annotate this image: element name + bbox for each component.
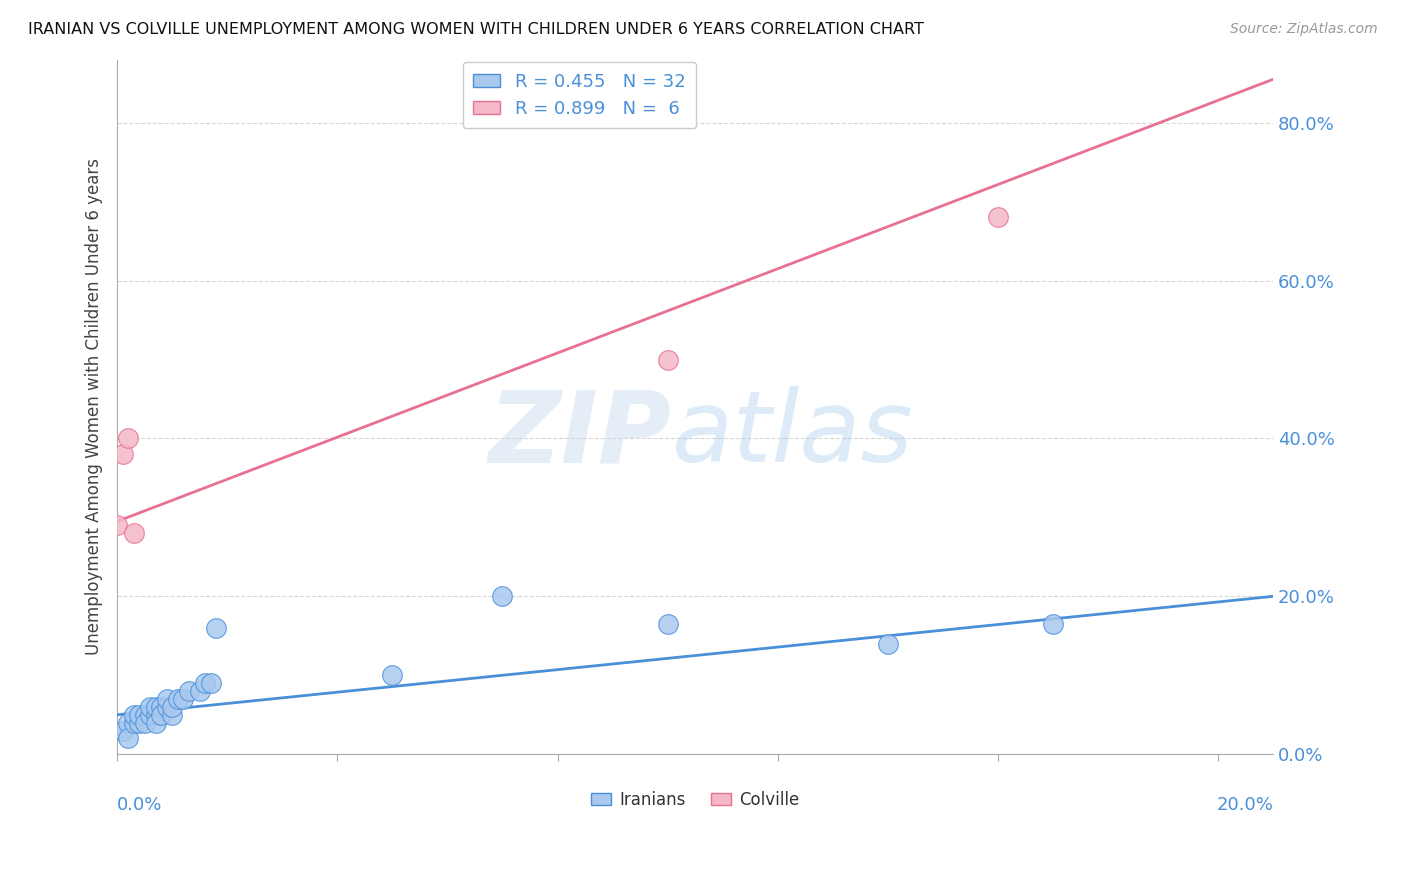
Text: 0.0%: 0.0% (117, 796, 163, 814)
Point (117, 731, 139, 746)
Point (657, 617, 679, 632)
Point (156, 692, 179, 706)
Point (139, 699, 162, 714)
Point (134, 715, 156, 730)
Point (128, 715, 150, 730)
Point (205, 621, 228, 635)
Point (194, 676, 217, 690)
Point (150, 699, 173, 714)
Text: ZIP: ZIP (489, 386, 672, 483)
Point (117, 715, 139, 730)
Point (122, 715, 145, 730)
Point (117, 432, 139, 446)
Point (491, 590, 513, 604)
Point (1042, 617, 1064, 632)
Point (188, 684, 211, 698)
Point (876, 637, 898, 651)
Text: IRANIAN VS COLVILLE UNEMPLOYMENT AMONG WOMEN WITH CHILDREN UNDER 6 YEARS CORRELA: IRANIAN VS COLVILLE UNEMPLOYMENT AMONG W… (28, 22, 924, 37)
Point (166, 692, 188, 706)
Point (128, 707, 150, 722)
Point (156, 699, 179, 714)
Point (150, 707, 173, 722)
Point (172, 692, 194, 706)
Point (987, 211, 1010, 225)
Point (111, 447, 134, 461)
Point (105, 518, 128, 533)
Text: 20.0%: 20.0% (1216, 796, 1272, 814)
Point (177, 684, 200, 698)
Point (160, 707, 183, 722)
Point (122, 526, 145, 541)
Point (122, 707, 145, 722)
Point (200, 676, 222, 690)
Point (145, 699, 167, 714)
Point (134, 707, 156, 722)
Text: atlas: atlas (672, 386, 914, 483)
Point (145, 707, 167, 722)
Legend: Iranians, Colville: Iranians, Colville (585, 784, 806, 815)
Text: Source: ZipAtlas.com: Source: ZipAtlas.com (1230, 22, 1378, 37)
Y-axis label: Unemployment Among Women with Children Under 6 years: Unemployment Among Women with Children U… (86, 159, 103, 656)
Point (160, 699, 183, 714)
Point (145, 715, 167, 730)
Point (657, 352, 679, 367)
Point (381, 668, 404, 682)
Point (111, 723, 134, 738)
Point (139, 707, 162, 722)
